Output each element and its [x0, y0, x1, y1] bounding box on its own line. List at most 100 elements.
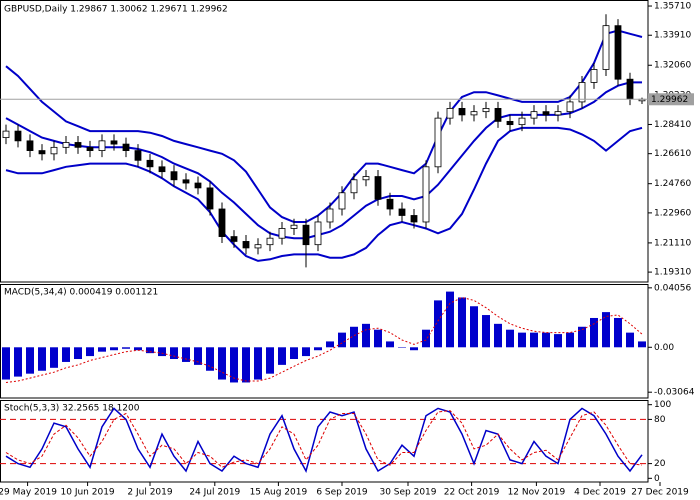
candle-body [302, 224, 310, 246]
candle-body [362, 176, 370, 181]
bar [110, 347, 118, 351]
candle-body [494, 108, 502, 122]
candle [62, 135, 70, 154]
candle [98, 134, 106, 158]
candle-body [626, 78, 634, 100]
candle-body [566, 101, 574, 113]
candle [86, 140, 94, 158]
bar [338, 332, 346, 348]
candle [422, 160, 430, 229]
candle [482, 101, 490, 119]
bar [566, 332, 574, 348]
x-tick-label: 4 Dec 2019 [574, 488, 626, 498]
line [5, 410, 643, 468]
bar [98, 347, 106, 352]
bar [494, 323, 502, 348]
bar [242, 347, 250, 383]
bar [398, 347, 406, 348]
candle-body [398, 208, 406, 216]
candle-body [38, 150, 46, 155]
candle [254, 238, 262, 255]
x-tick-label: 6 Sep 2019 [316, 488, 368, 498]
x-tick-label: 15 Aug 2019 [250, 488, 308, 498]
y-tick-label: 20 [654, 459, 666, 469]
candle [578, 75, 586, 109]
bar [62, 347, 70, 362]
y-tick-label: 1.26610 [654, 149, 691, 159]
bar [302, 347, 310, 357]
bar [518, 332, 526, 348]
x-tick-label: 30 Sep 2019 [379, 488, 436, 498]
candle-body [2, 130, 10, 139]
candle-body [26, 140, 34, 151]
candle [110, 134, 118, 151]
candle [266, 231, 274, 252]
macd-title: MACD(5,34,4) 0.000419 0.001121 [4, 288, 158, 298]
bar [362, 323, 370, 348]
candle [14, 124, 22, 148]
candle-body [614, 25, 622, 80]
candle [398, 202, 406, 222]
candle-body [386, 198, 394, 210]
y-tick-label: 1.35710 [654, 2, 691, 12]
bar [626, 332, 634, 348]
band-upper [5, 29, 643, 223]
candle-body [290, 224, 298, 229]
bar [14, 347, 22, 377]
candle [302, 218, 310, 268]
candle-body [98, 140, 106, 151]
candle [494, 101, 502, 128]
candle [614, 19, 622, 86]
bar [482, 315, 490, 348]
bar [74, 347, 82, 360]
stoch-title: Stoch(5,3,3) 32.2565 18.1200 [4, 404, 140, 414]
candle [230, 230, 238, 248]
bar [158, 347, 166, 357]
bar [506, 329, 514, 348]
line [5, 407, 643, 474]
bar [278, 347, 286, 365]
candle [74, 135, 82, 154]
candle-body [434, 117, 442, 168]
candle [314, 215, 322, 252]
bar [350, 326, 358, 348]
bar [386, 341, 394, 348]
bar [602, 312, 610, 348]
bar [326, 341, 334, 348]
candle-body [326, 208, 334, 223]
candle-body [50, 146, 58, 155]
candle-body [62, 142, 70, 148]
candle [410, 208, 418, 229]
bar [554, 334, 562, 348]
candle-body [554, 111, 562, 116]
price-panel [0, 0, 649, 283]
candle [530, 105, 538, 125]
candle [386, 192, 394, 216]
bar [182, 347, 190, 362]
bar [170, 347, 178, 360]
bar [218, 347, 226, 380]
bar [206, 347, 214, 371]
bar [86, 347, 94, 357]
candle [374, 170, 382, 206]
candle [350, 173, 358, 200]
bar [230, 347, 238, 383]
x-tick-label: 24 Jul 2019 [189, 488, 240, 498]
y-tick-label: 1.21110 [654, 238, 691, 248]
bar [194, 347, 202, 365]
candle-body [458, 108, 466, 116]
candle [134, 144, 142, 167]
bar [266, 347, 274, 374]
candle [518, 111, 526, 132]
y-tick-label: 1.22960 [654, 208, 691, 218]
candle [206, 181, 214, 216]
macd-panel [0, 284, 649, 399]
bar [458, 297, 466, 348]
band-lower [5, 126, 643, 262]
y-tick-label: 80 [654, 415, 666, 425]
candle [590, 62, 598, 89]
candle-body [218, 208, 226, 237]
candle-body [314, 221, 322, 246]
bar [410, 347, 418, 351]
